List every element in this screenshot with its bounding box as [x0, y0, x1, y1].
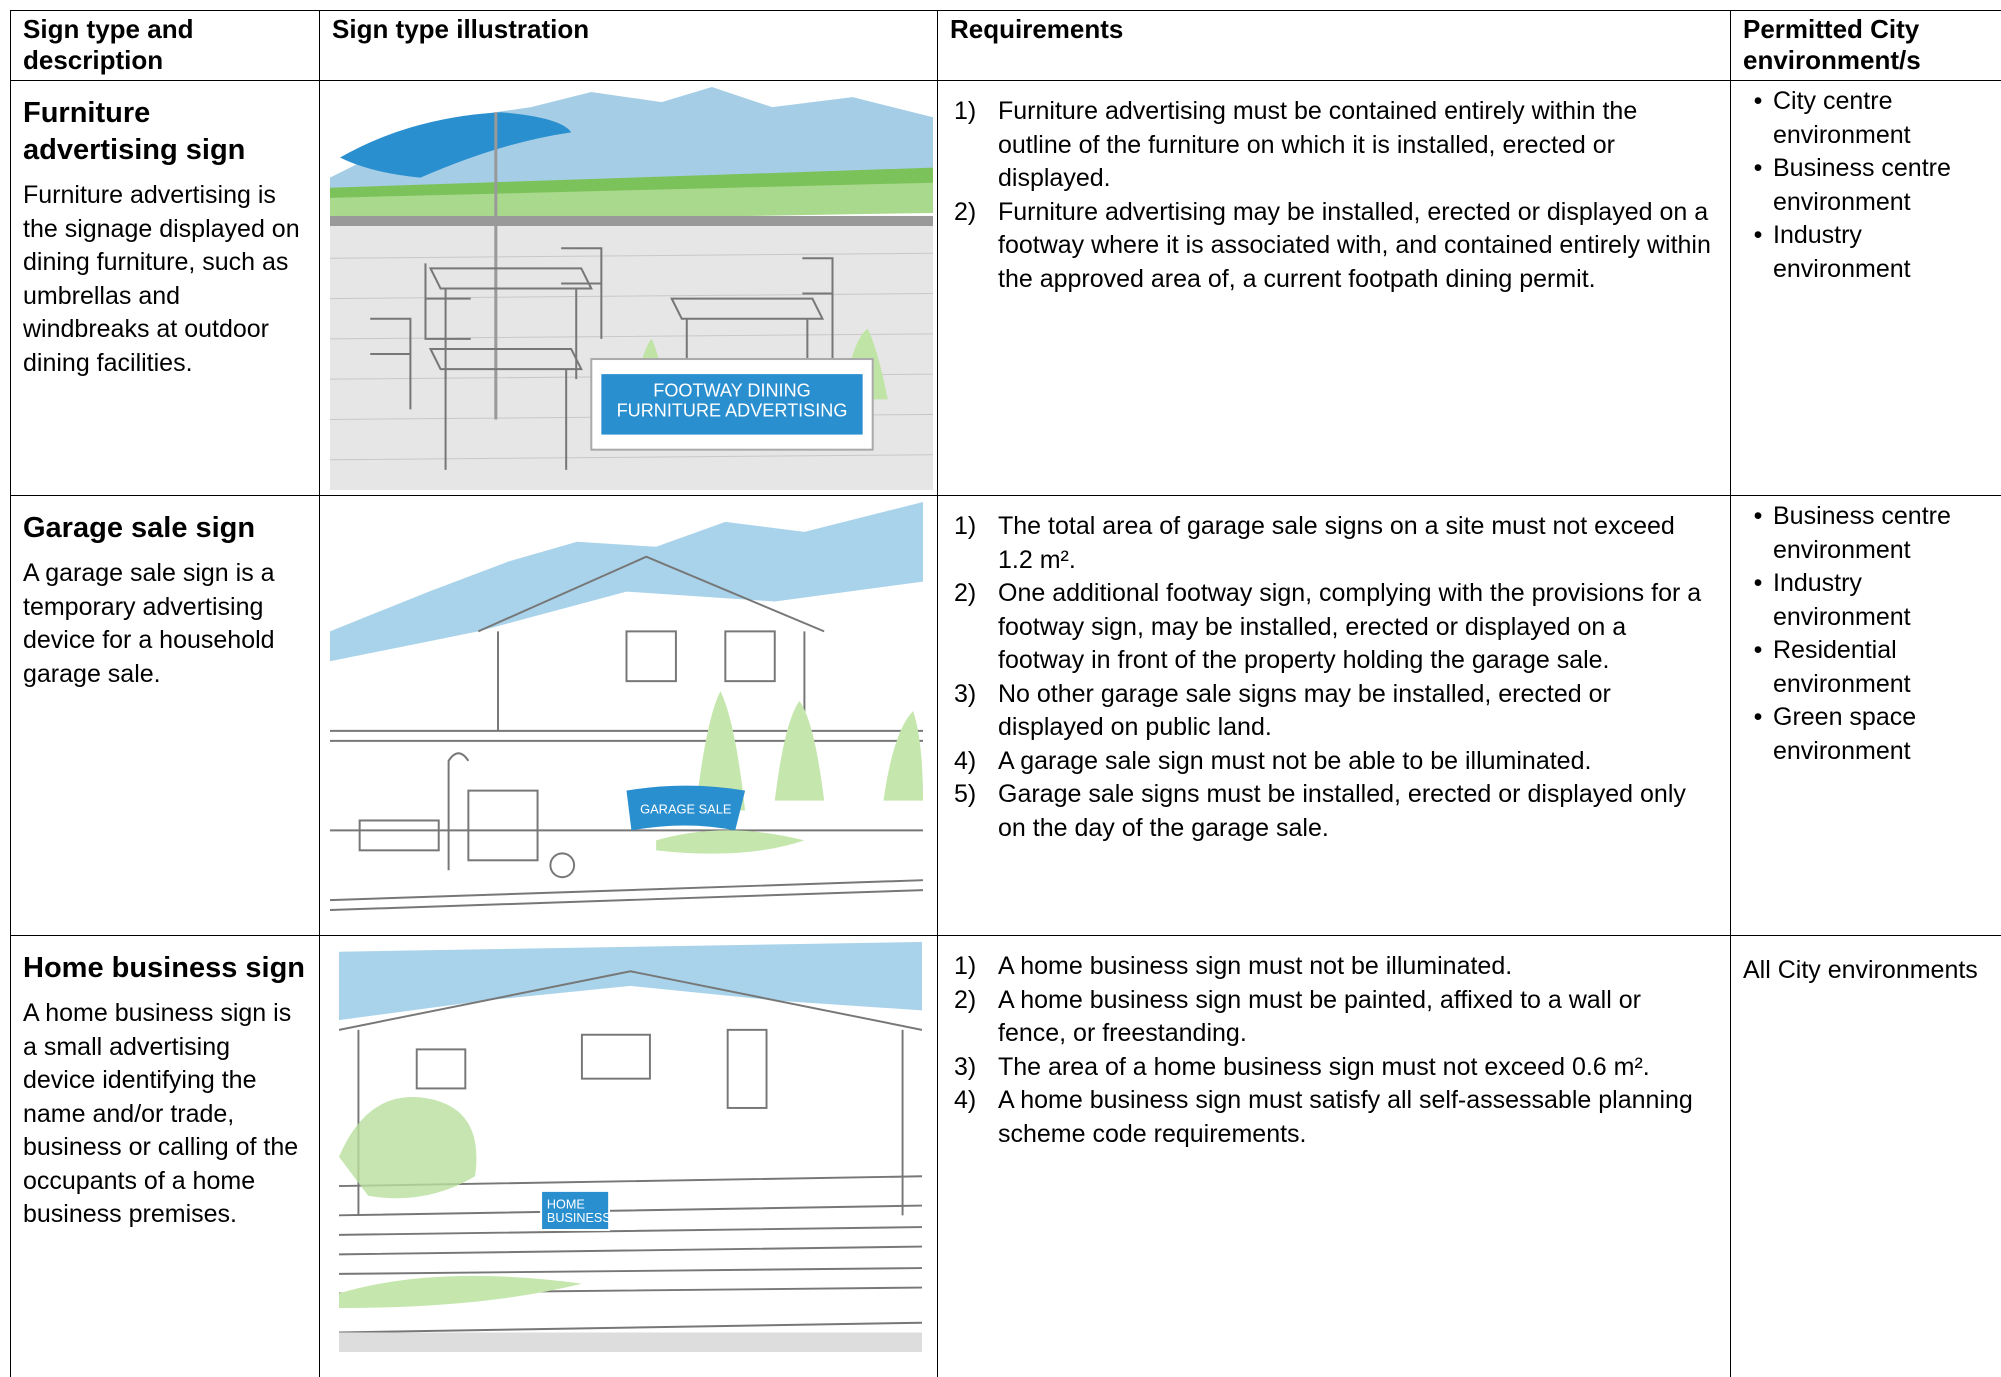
header-cell: Sign type and description [11, 11, 320, 81]
requirement: 1)The total area of garage sale signs on… [954, 510, 1716, 577]
sign-title: Home business sign [23, 950, 307, 987]
req-text: Furniture advertising must be contained … [998, 95, 1716, 196]
environment-cell: •Business centre environment •Industry e… [1731, 496, 2001, 936]
sign-title: Furniture advertising sign [23, 95, 307, 169]
requirement: 3)The area of a home business sign must … [954, 1051, 1716, 1085]
sign-description: A garage sale sign is a temporary advert… [23, 557, 307, 691]
sign-text: FURNITURE ADVERTISING [617, 400, 848, 420]
req-number: 1) [954, 950, 998, 984]
req-text: A garage sale sign must not be able to b… [998, 745, 1591, 779]
env-note: All City environments [1743, 940, 1993, 988]
req-number: 4) [954, 1084, 998, 1151]
illustration: HOME BUSINESS [339, 942, 922, 1352]
header-cell: Requirements [938, 11, 1731, 81]
header-row: Sign type and description Sign type illu… [11, 11, 2001, 81]
environment: •Residential environment [1743, 634, 1993, 701]
req-number: 2) [954, 196, 998, 297]
env-text: City centre environment [1773, 85, 1993, 152]
environment: •Business centre environment [1743, 152, 1993, 219]
sign-description: Furniture advertising is the signage dis… [23, 179, 307, 380]
req-number: 1) [954, 95, 998, 196]
environment-cell: •City centre environment •Business centr… [1731, 81, 2001, 496]
requirements-cell: 1)A home business sign must not be illum… [938, 936, 1731, 1377]
req-number: 5) [954, 778, 998, 845]
env-text: Green space environment [1773, 701, 1993, 768]
requirements-cell: 1)Furniture advertising must be containe… [938, 81, 1731, 496]
req-text: Furniture advertising may be installed, … [998, 196, 1716, 297]
req-text: The total area of garage sale signs on a… [998, 510, 1716, 577]
row: Home business sign A home business sign i… [11, 936, 2001, 1377]
requirement: 2)One additional footway sign, complying… [954, 577, 1716, 678]
sign-title: Garage sale sign [23, 510, 307, 547]
environment: •City centre environment [1743, 85, 1993, 152]
requirements-cell: 1)The total area of garage sale signs on… [938, 496, 1731, 936]
req-number: 1) [954, 510, 998, 577]
env-text: Industry environment [1773, 567, 1993, 634]
sign-text: FOOTWAY DINING [653, 380, 810, 400]
req-text: The area of a home business sign must no… [998, 1051, 1650, 1085]
header-cell: Sign type illustration [320, 11, 938, 81]
illustration: FOOTWAY DINING FURNITURE ADVERTISING [330, 87, 933, 490]
environment: •Industry environment [1743, 567, 1993, 634]
req-number: 4) [954, 745, 998, 779]
environment: •Industry environment [1743, 219, 1993, 286]
requirement: 4)A home business sign must satisfy all … [954, 1084, 1716, 1151]
requirement: 2)A home business sign must be painted, … [954, 984, 1716, 1051]
sign-text: GARAGE SALE [640, 801, 732, 816]
requirement: 3)No other garage sale signs may be inst… [954, 678, 1716, 745]
env-text: Residential environment [1773, 634, 1993, 701]
req-text: A home business sign must be painted, af… [998, 984, 1716, 1051]
sign-table: Sign type and description Sign type illu… [10, 10, 2001, 1377]
environment-cell: All City environments [1731, 936, 2001, 1377]
requirement: 1)Furniture advertising must be containe… [954, 95, 1716, 196]
req-text: Garage sale signs must be installed, ere… [998, 778, 1716, 845]
illustration-cell: HOME BUSINESS [320, 936, 938, 1377]
req-text: One additional footway sign, complying w… [998, 577, 1716, 678]
req-text: A home business sign must not be illumin… [998, 950, 1512, 984]
sign-description: A home business sign is a small advertis… [23, 997, 307, 1232]
illustration-cell: FOOTWAY DINING FURNITURE ADVERTISING [320, 81, 938, 496]
req-text: No other garage sale signs may be instal… [998, 678, 1716, 745]
desc-cell: Garage sale sign A garage sale sign is a … [11, 496, 320, 936]
req-number: 2) [954, 577, 998, 678]
requirement: 4)A garage sale sign must not be able to… [954, 745, 1716, 779]
sign-text: BUSINESS [547, 1211, 611, 1225]
environment: •Green space environment [1743, 701, 1993, 768]
sign-text: HOME [547, 1197, 585, 1211]
env-text: Industry environment [1773, 219, 1993, 286]
requirement: 2)Furniture advertising may be installed… [954, 196, 1716, 297]
req-number: 3) [954, 1051, 998, 1085]
requirement: 5)Garage sale signs must be installed, e… [954, 778, 1716, 845]
req-text: A home business sign must satisfy all se… [998, 1084, 1716, 1151]
env-text: Business centre environment [1773, 152, 1993, 219]
desc-cell: Home business sign A home business sign i… [11, 936, 320, 1377]
req-number: 2) [954, 984, 998, 1051]
illustration: GARAGE SALE [330, 502, 923, 920]
row: Garage sale sign A garage sale sign is a … [11, 496, 2001, 936]
env-text: Business centre environment [1773, 500, 1993, 567]
header-cell: Permitted City environment/s [1731, 11, 2001, 81]
illustration-cell: GARAGE SALE [320, 496, 938, 936]
requirement: 1)A home business sign must not be illum… [954, 950, 1716, 984]
req-number: 3) [954, 678, 998, 745]
desc-cell: Furniture advertising sign Furniture adve… [11, 81, 320, 496]
row: Furniture advertising sign Furniture adve… [11, 81, 2001, 496]
environment: •Business centre environment [1743, 500, 1993, 567]
